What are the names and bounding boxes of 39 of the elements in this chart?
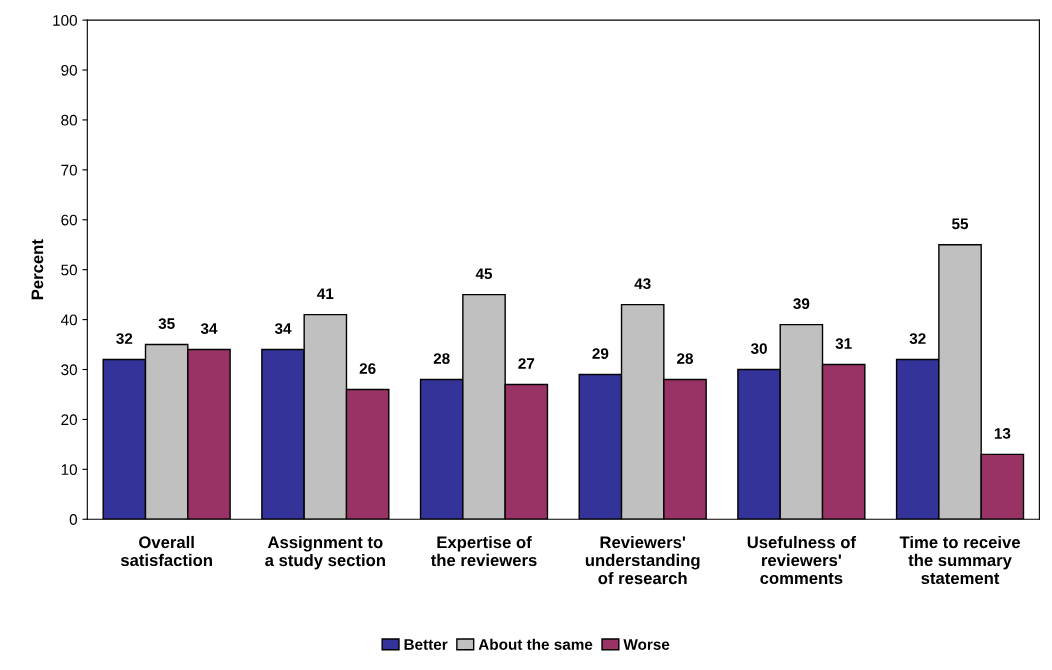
data-label: 13	[994, 428, 1011, 439]
data-label: 26	[359, 363, 376, 374]
y-tick-label: 30	[61, 364, 77, 376]
y-tick-label: 50	[61, 264, 77, 276]
data-label: 29	[592, 348, 609, 359]
data-label: 41	[317, 288, 334, 299]
data-label: 32	[909, 333, 926, 345]
data-label: 32	[116, 333, 133, 345]
y-tick-label: 40	[60, 314, 77, 326]
y-tick-label: 10	[61, 464, 77, 476]
data-label: 34	[200, 323, 218, 335]
x-tick-label: Assignment to a study section	[265, 535, 385, 570]
y-tick-label: 80	[61, 114, 77, 126]
y-tick-label: 60	[61, 214, 77, 226]
x-tick-label: Usefulness of reviewers' comments	[747, 535, 857, 585]
data-label: 28	[433, 353, 450, 364]
data-label: 43	[634, 278, 651, 290]
data-label: 27	[518, 358, 535, 369]
x-tick-label: Reviewers' understanding of research	[585, 535, 700, 585]
data-label: 35	[158, 318, 175, 330]
x-tick-label: Time to receive the summary statement	[899, 535, 1020, 585]
y-axis-title: Percent	[31, 239, 44, 300]
x-tick-label: Expertise of the reviewers	[430, 535, 537, 567]
data-label: 39	[793, 298, 810, 310]
y-tick-label: 20	[61, 414, 77, 426]
data-label: 45	[475, 268, 493, 280]
data-label: 34	[274, 323, 292, 335]
data-label: 55	[952, 218, 969, 230]
legend-label: About the same	[478, 638, 593, 650]
x-tick-label: Overall satisfaction	[120, 535, 212, 567]
y-tick-label: 100	[53, 14, 77, 26]
data-label: 28	[677, 353, 694, 364]
legend-label: Worse	[623, 639, 670, 650]
data-label: 31	[835, 338, 852, 350]
y-tick-label: 90	[61, 64, 77, 76]
y-tick-label: 0	[69, 514, 77, 525]
y-tick-label: 70	[61, 164, 77, 176]
legend-label: Better	[404, 639, 448, 650]
data-label: 30	[750, 343, 767, 355]
